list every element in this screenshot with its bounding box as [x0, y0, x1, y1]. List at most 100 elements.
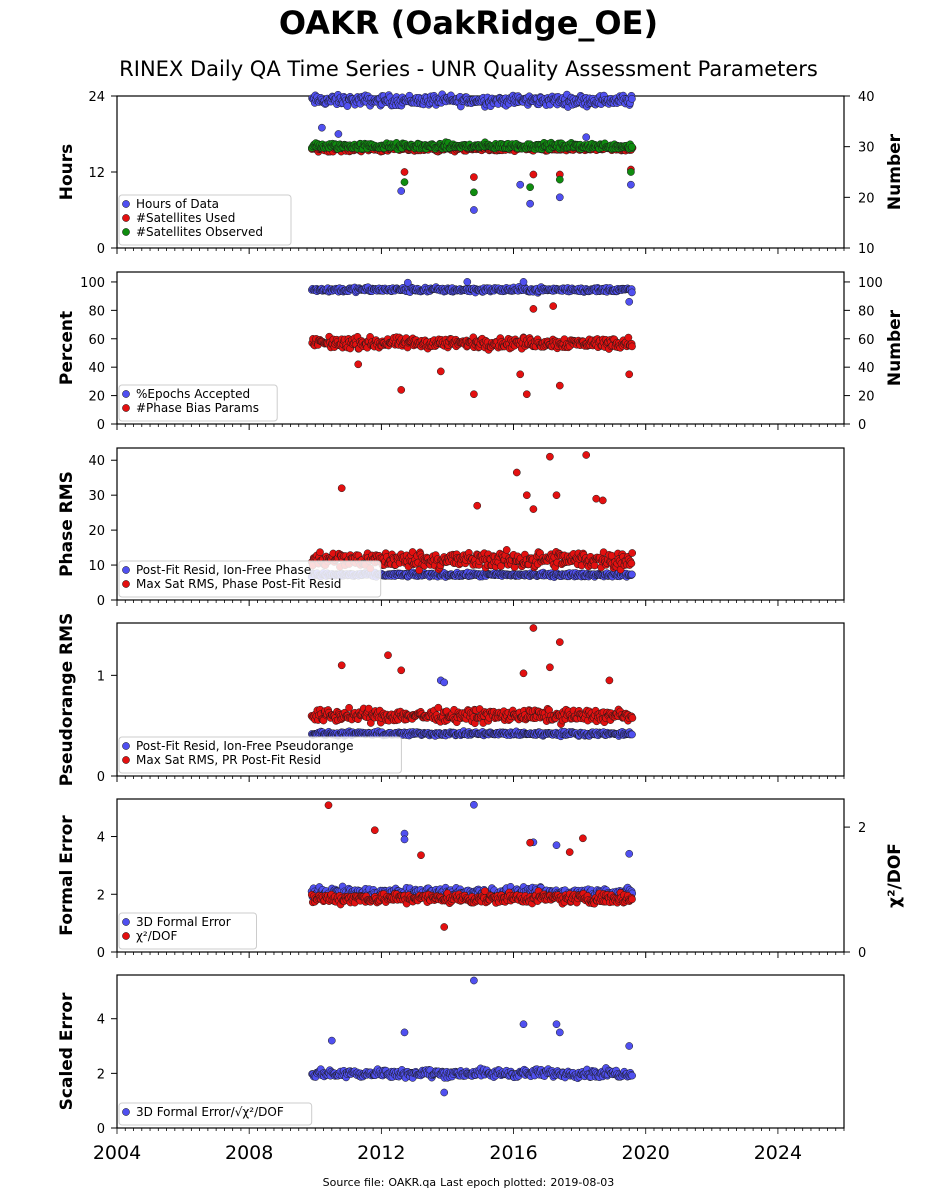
y-right-tick-label: 60 — [858, 333, 875, 348]
data-point — [625, 297, 634, 306]
data-point — [628, 714, 637, 722]
legend-label: Hours of Data — [136, 197, 219, 211]
y-tick-label: 0 — [97, 418, 105, 433]
data-point — [546, 452, 554, 461]
data-point — [316, 548, 324, 557]
y-tick-label: 2 — [97, 888, 105, 903]
y-tick-label: 20 — [88, 390, 105, 405]
data-point — [529, 170, 538, 179]
data-point — [337, 661, 346, 670]
y-tick-label: 0 — [97, 242, 105, 257]
chart-panel-2: 0 20 40 60 80 100 Percent 0 20 40 60 80 100 Number %Ep… — [57, 271, 905, 433]
data-point — [470, 800, 478, 809]
y-tick-label: 100 — [80, 276, 105, 291]
legend-marker — [122, 404, 130, 412]
data-point — [625, 849, 634, 858]
data-point — [628, 288, 636, 297]
data-point — [628, 94, 636, 103]
data-points — [308, 278, 636, 399]
data-point — [625, 370, 634, 379]
data-point — [440, 923, 449, 931]
legend-marker — [122, 390, 130, 398]
legend: %Epochs Accepted#Phase Bias Params — [118, 384, 278, 422]
legend-marker — [122, 566, 130, 574]
legend-marker — [122, 200, 130, 208]
data-point — [582, 133, 591, 142]
data-point — [628, 342, 636, 351]
data-point — [440, 678, 449, 687]
legend-label: χ²/DOF — [136, 929, 177, 943]
data-point — [463, 278, 472, 286]
data-point — [324, 801, 333, 810]
legend-marker — [122, 214, 130, 222]
data-point — [470, 390, 478, 399]
data-point — [473, 501, 482, 510]
y-right-tick-label: 30 — [858, 141, 875, 156]
data-point — [470, 173, 478, 181]
data-point — [345, 703, 353, 712]
data-point — [417, 851, 425, 860]
legend-marker — [122, 932, 130, 940]
data-point — [516, 370, 525, 379]
y-tick-label: 80 — [88, 304, 105, 319]
series-1 — [308, 278, 636, 306]
legend-label: #Satellites Used — [136, 211, 235, 225]
y-right-tick-label: 0 — [858, 418, 866, 433]
y-right-tick-label: 2 — [858, 821, 866, 836]
legend-label: 3D Formal Error — [136, 915, 231, 929]
y-axis-label: Formal Error — [57, 815, 77, 936]
legend-marker — [122, 580, 130, 588]
data-point — [529, 624, 538, 632]
data-point — [440, 1088, 449, 1097]
data-point — [565, 848, 574, 856]
data-point — [552, 841, 561, 850]
data-point — [436, 367, 445, 376]
y-tick-label: 0 — [97, 770, 105, 785]
data-point — [397, 187, 406, 195]
series-3 — [307, 138, 636, 197]
y-tick-label: 40 — [88, 454, 105, 469]
legend-marker — [122, 742, 130, 750]
data-point — [546, 663, 554, 672]
legend-label: #Satellites Observed — [136, 225, 263, 239]
y-right-tick-label: 100 — [858, 276, 883, 291]
data-point — [555, 638, 564, 646]
y-axis-label: Hours — [57, 144, 77, 201]
y-tick-label: 0 — [97, 594, 105, 609]
data-point — [354, 360, 363, 369]
data-point — [334, 130, 343, 138]
data-point — [519, 669, 528, 678]
legend-label: Post-Fit Resid, Ion-Free Phase — [136, 563, 311, 577]
data-point — [470, 206, 478, 214]
y-right-tick-label: 40 — [858, 361, 875, 376]
data-point — [555, 175, 564, 184]
data-point — [605, 676, 614, 685]
chart-panel-4: 0 1 Pseudorange RMS Post-Fit Resid, Ion-Fre… — [57, 613, 845, 786]
y-tick-label: 30 — [88, 489, 105, 504]
legend-marker — [122, 918, 130, 926]
y-right-tick-label: 0 — [858, 946, 866, 961]
data-point — [552, 491, 561, 500]
y-right-tick-label: 80 — [858, 304, 875, 319]
legend-label: Max Sat RMS, PR Post-Fit Resid — [136, 753, 321, 767]
data-point — [327, 1036, 336, 1045]
y-axis-label: Phase RMS — [57, 471, 77, 577]
y-tick-label: 4 — [97, 831, 105, 846]
data-point — [526, 183, 534, 192]
page-title: OAKR (OakRidge_OE) — [278, 4, 659, 42]
y-tick-label: 12 — [88, 166, 105, 181]
legend-box — [118, 194, 292, 246]
y-right-axis-label: Number — [885, 309, 905, 386]
data-point — [627, 168, 635, 176]
legend-marker — [122, 228, 130, 236]
y-tick-label: 10 — [88, 559, 105, 574]
y-axis-label: Percent — [57, 311, 77, 385]
data-point — [592, 494, 601, 503]
data-point — [627, 180, 635, 189]
data-point — [526, 838, 534, 847]
y-right-axis-label: Number — [885, 133, 905, 210]
